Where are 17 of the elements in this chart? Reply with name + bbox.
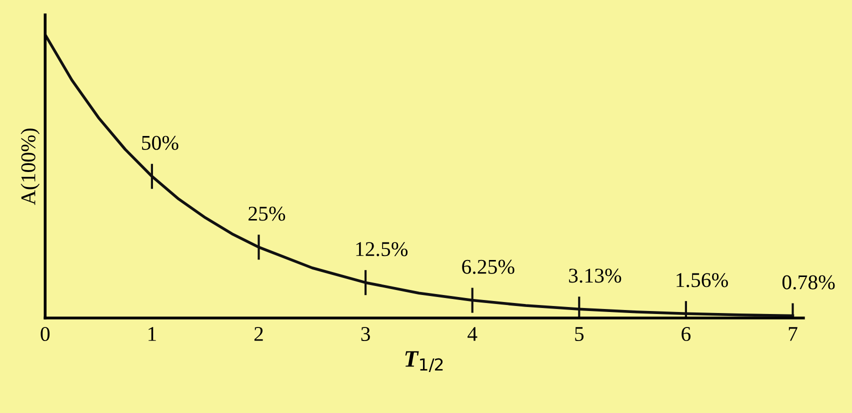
data-label: 0.78% [782, 275, 835, 290]
x-tick-label: 3 [361, 327, 370, 342]
x-tick-label: 1 [148, 327, 156, 341]
x-tick-label: 4 [468, 327, 478, 341]
x-tick-label: 5 [575, 327, 584, 342]
y-axis-title: A(100%) [20, 128, 40, 205]
data-label: 1.56% [676, 273, 728, 288]
x-axis-title: T$_{1/2}$ [405, 351, 443, 372]
x-tick-label: 2 [254, 327, 263, 341]
data-label: 50% [142, 136, 178, 150]
data-label: 3.13% [569, 268, 622, 283]
x-tick-label: 7 [788, 327, 798, 341]
data-label: 6.25% [462, 260, 514, 274]
x-tick-label: 0 [40, 326, 50, 342]
data-label: 25% [248, 206, 286, 221]
data-label: 12.5% [356, 242, 408, 256]
x-tick-label: 6 [682, 327, 691, 342]
